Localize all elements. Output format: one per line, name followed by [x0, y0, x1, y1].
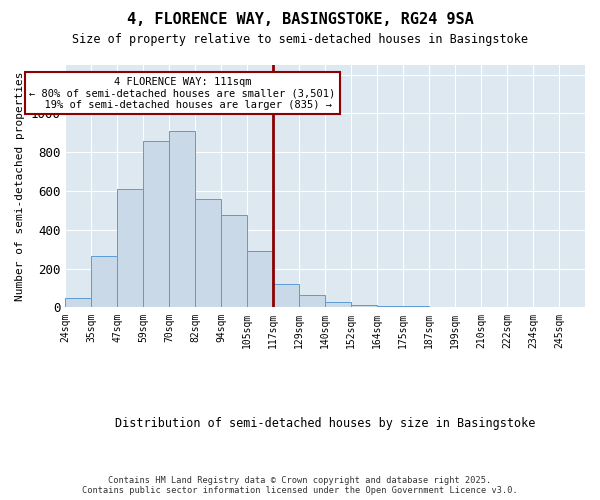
- Text: 4, FLORENCE WAY, BASINGSTOKE, RG24 9SA: 4, FLORENCE WAY, BASINGSTOKE, RG24 9SA: [127, 12, 473, 28]
- Bar: [221, 216, 247, 308]
- Bar: [143, 140, 169, 308]
- Bar: [118, 189, 143, 308]
- Bar: [429, 307, 455, 308]
- Text: Contains HM Land Registry data © Crown copyright and database right 2025.
Contai: Contains HM Land Registry data © Crown c…: [82, 476, 518, 495]
- X-axis label: Distribution of semi-detached houses by size in Basingstoke: Distribution of semi-detached houses by …: [115, 417, 535, 430]
- Y-axis label: Number of semi-detached properties: Number of semi-detached properties: [15, 72, 25, 301]
- Bar: [351, 305, 377, 308]
- Bar: [377, 306, 403, 308]
- Bar: [403, 306, 429, 308]
- Bar: [196, 199, 221, 308]
- Bar: [299, 295, 325, 308]
- Text: Size of property relative to semi-detached houses in Basingstoke: Size of property relative to semi-detach…: [72, 32, 528, 46]
- Bar: [325, 302, 351, 308]
- Bar: [65, 298, 91, 308]
- Bar: [91, 256, 118, 308]
- Text: 4 FLORENCE WAY: 111sqm
← 80% of semi-detached houses are smaller (3,501)
  19% o: 4 FLORENCE WAY: 111sqm ← 80% of semi-det…: [29, 76, 335, 110]
- Bar: [273, 284, 299, 308]
- Bar: [169, 131, 196, 308]
- Bar: [247, 251, 273, 308]
